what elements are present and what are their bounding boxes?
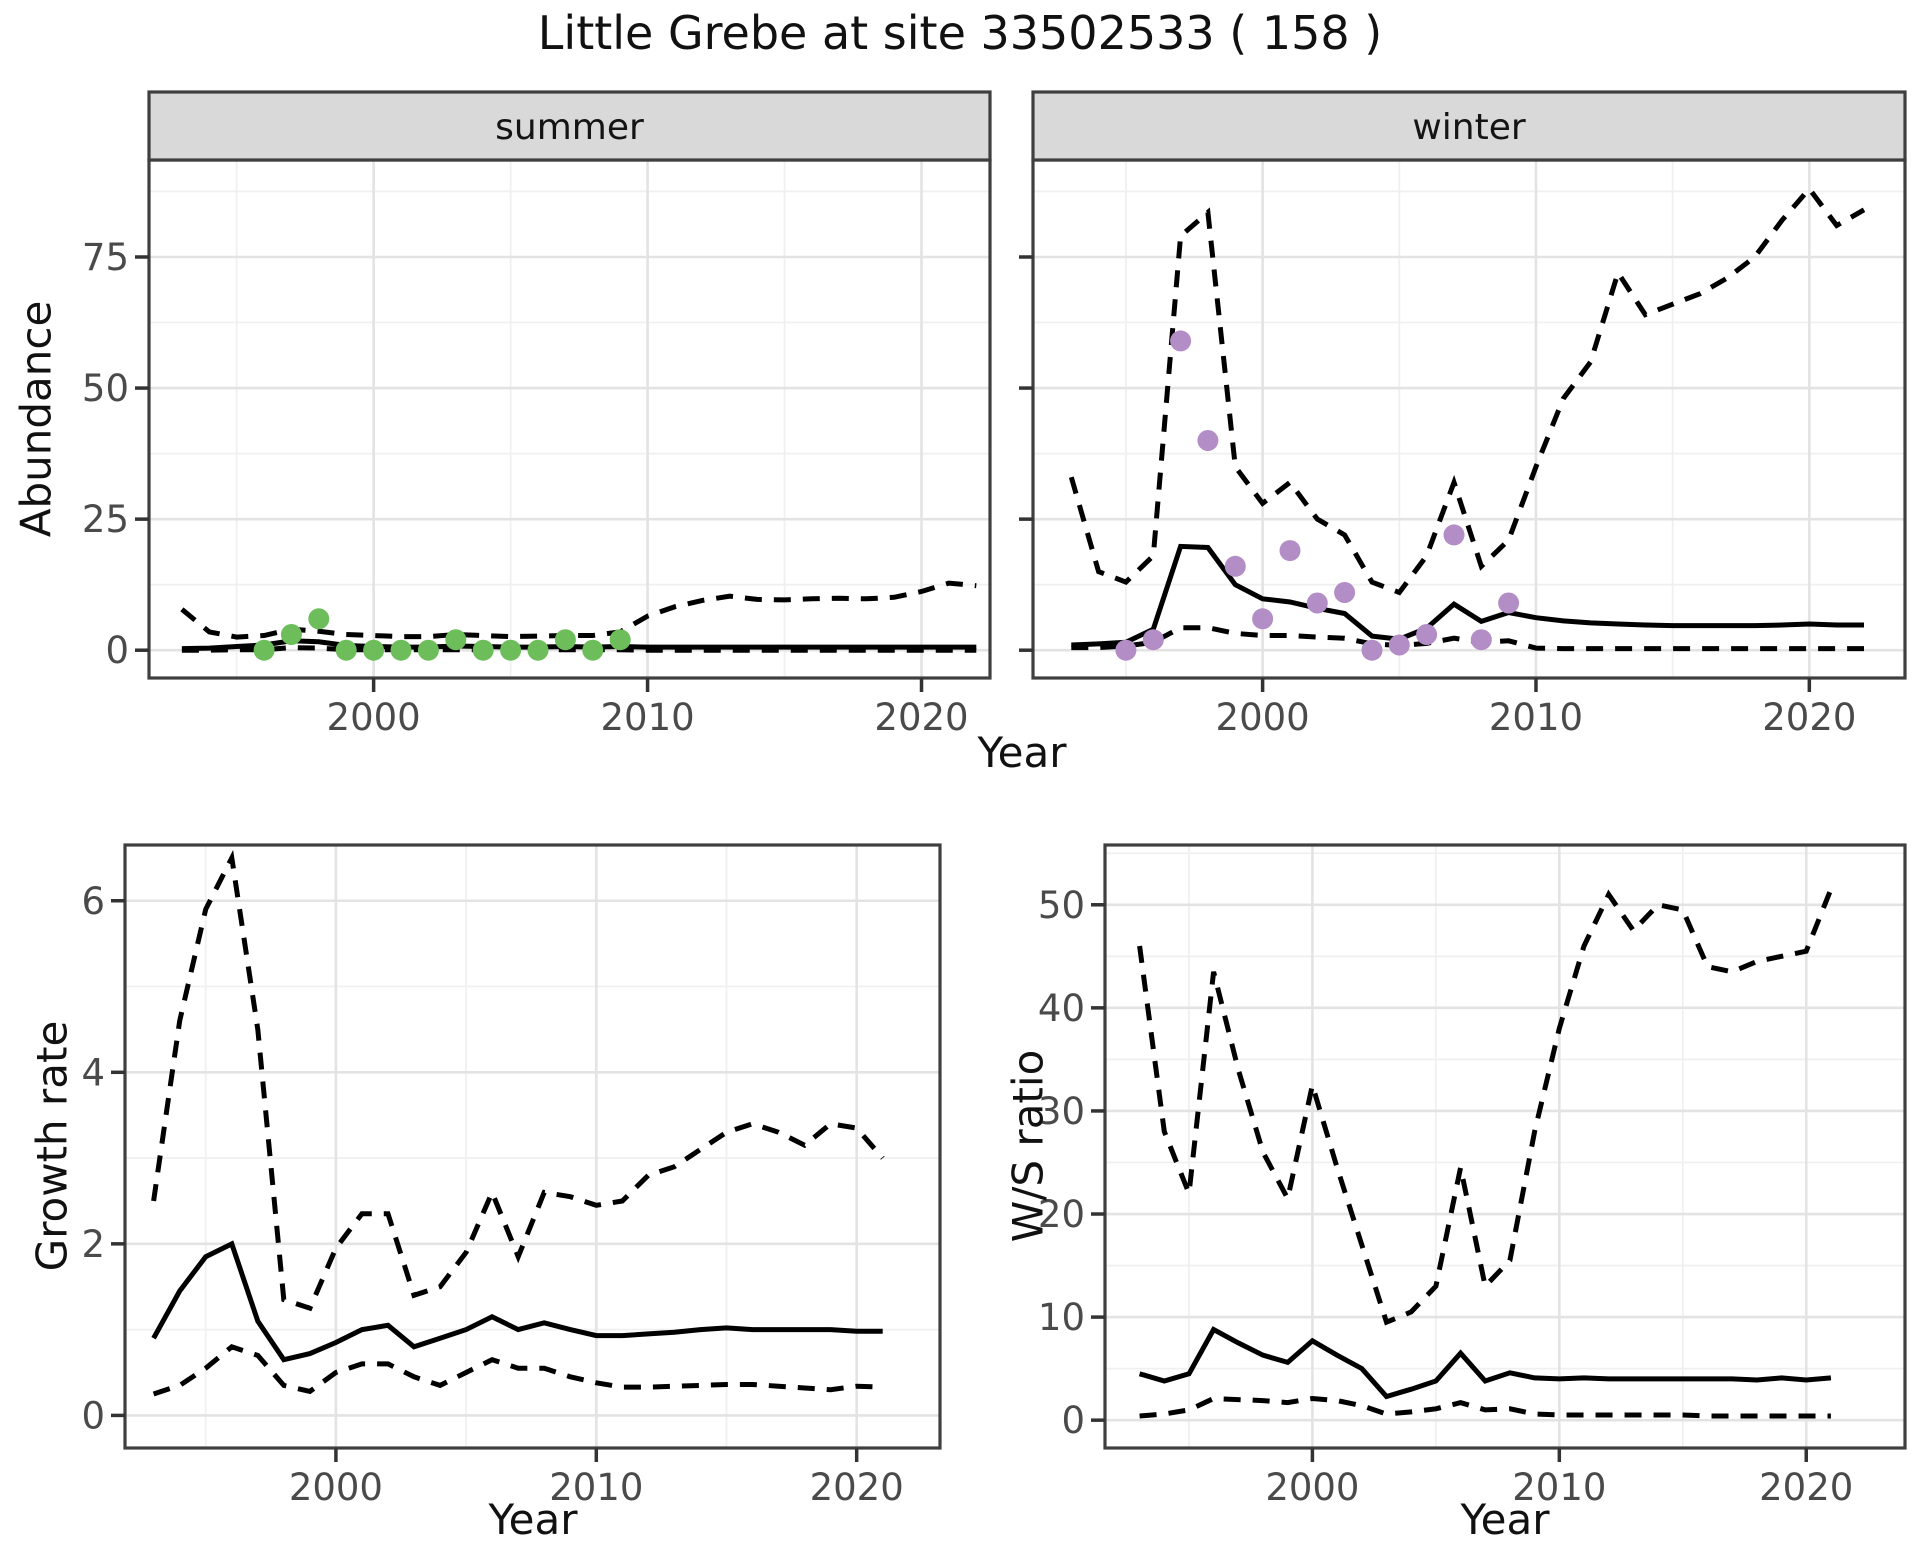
x-axis-title-year-ws: Year: [1460, 1495, 1550, 1544]
svg-text:2000: 2000: [289, 1466, 383, 1509]
panel-ws-ratio: 2000 2010 2020 0 10 20 30 40 50: [1038, 843, 1907, 1509]
upper-ci-line: [151, 849, 885, 1312]
svg-text:75: 75: [82, 236, 129, 279]
svg-text:2020: 2020: [1759, 1466, 1853, 1509]
x-axis-title-year-top: Year: [977, 728, 1067, 777]
fit-line: [151, 1240, 883, 1363]
panel-abundance-summer: summer 2000 2010 2020 0 25 50 75: [82, 90, 992, 739]
gridlines-ws-ratio: [1105, 845, 1905, 1448]
facet-strip-winter: winter: [1031, 90, 1907, 162]
panel-abundance-winter: winter 2000 2010 2020: [1019, 90, 1907, 739]
svg-text:2020: 2020: [810, 1466, 904, 1509]
panel-border: [123, 843, 942, 1450]
svg-text:2000: 2000: [1216, 696, 1310, 739]
series-abundance-summer: [180, 580, 977, 661]
svg-text:2020: 2020: [874, 696, 968, 739]
fit-line: [1138, 1326, 1832, 1400]
observed-points: [253, 608, 631, 661]
lower-ci-line: [152, 1343, 883, 1397]
svg-text:4: 4: [81, 1051, 105, 1094]
chart-title: Little Grebe at site 33502533 ( 158 ): [537, 6, 1383, 60]
lower-ci-line: [1071, 625, 1864, 652]
axis-ticks-ws-ratio: 2000 2010 2020 0 10 20 30 40 50: [1038, 884, 1853, 1509]
svg-text:0: 0: [81, 1394, 105, 1437]
y-axis-title-growth-rate: Growth rate: [27, 1020, 77, 1272]
series-ws-ratio: [1137, 888, 1834, 1419]
lower-ci-line: [1139, 1395, 1831, 1419]
panel-border: [1103, 843, 1907, 1450]
upper-ci-line: [180, 580, 977, 640]
fit-line: [1071, 543, 1864, 648]
x-axis-title-year-growth: Year: [488, 1495, 578, 1544]
svg-text:30: 30: [1038, 1090, 1085, 1133]
svg-text:40: 40: [1038, 987, 1085, 1030]
svg-text:50: 50: [82, 367, 129, 410]
svg-text:0: 0: [1061, 1399, 1085, 1442]
fit-line: [181, 638, 977, 652]
svg-text:6: 6: [81, 880, 105, 923]
svg-text:25: 25: [82, 498, 129, 541]
svg-text:50: 50: [1038, 884, 1085, 927]
facet-strip-label: summer: [495, 107, 644, 148]
svg-text:0: 0: [105, 629, 129, 672]
svg-text:2010: 2010: [1512, 1466, 1606, 1509]
gridlines-abundance-winter: [1033, 160, 1905, 678]
axis-ticks-abundance-winter: 2000 2010 2020: [1019, 255, 1856, 739]
svg-text:2010: 2010: [1489, 696, 1583, 739]
svg-text:2000: 2000: [327, 696, 421, 739]
upper-ci-line: [1137, 888, 1834, 1326]
facet-strip-summer: summer: [147, 90, 992, 162]
svg-text:2020: 2020: [1762, 696, 1856, 739]
series-abundance-winter: [1068, 184, 1866, 661]
svg-text:2: 2: [81, 1223, 105, 1266]
svg-text:2000: 2000: [1265, 1466, 1359, 1509]
y-axis-title-ws-ratio: W/S ratio: [1003, 1049, 1053, 1243]
svg-text:10: 10: [1038, 1296, 1085, 1339]
observed-points: [1115, 330, 1520, 661]
axis-ticks-abundance-summer: 2000 2010 2020 0 25 50 75: [82, 236, 969, 739]
axis-ticks-growth-rate: 2000 2010 2020 0 2 4 6: [81, 880, 903, 1509]
y-axis-title-abundance: Abundance: [11, 300, 61, 538]
facet-strip-label: winter: [1412, 107, 1526, 148]
panel-growth-rate: 2000 2010 2020 0 2 4 6: [81, 843, 942, 1509]
svg-text:2010: 2010: [549, 1466, 643, 1509]
svg-text:20: 20: [1038, 1193, 1085, 1236]
series-growth-rate: [151, 849, 885, 1397]
lower-ci-line: [181, 645, 977, 653]
svg-text:2010: 2010: [600, 696, 694, 739]
